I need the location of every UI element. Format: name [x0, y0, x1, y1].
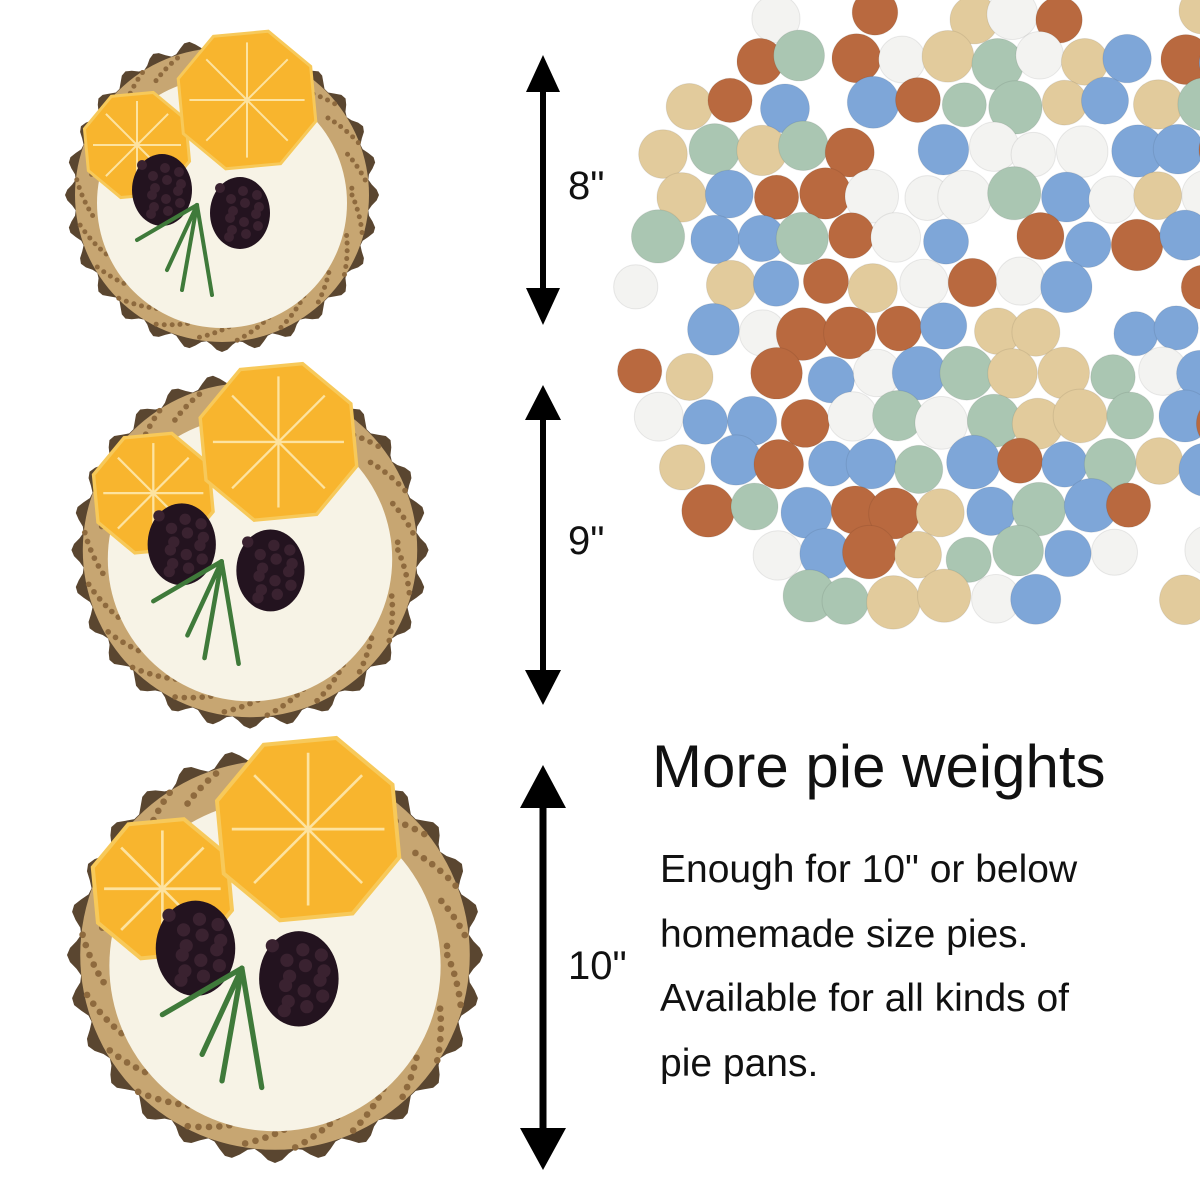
pie-weight-ball — [1160, 34, 1200, 85]
pie-weight-ball — [638, 129, 688, 179]
pie-weight-ball — [1133, 171, 1183, 221]
pie-weight-ball — [633, 391, 684, 442]
pie-weight-ball — [1040, 260, 1093, 314]
arrow-8-inch — [526, 55, 560, 325]
pie-weight-ball — [870, 212, 922, 263]
pie-weight-ball — [1056, 125, 1109, 178]
pie-weight-ball — [988, 80, 1043, 135]
pie-weight-ball — [1178, 0, 1200, 35]
pie-weight-ball — [802, 258, 849, 305]
pie-weight-ball — [923, 218, 970, 265]
arrow-10-inch — [520, 765, 566, 1170]
pie-weight-ball — [1016, 211, 1065, 261]
pie-weight-ball — [894, 530, 942, 579]
tart-9-inch — [71, 361, 429, 729]
pie-weight-ball — [1106, 391, 1155, 440]
pie-weight-ball — [1011, 307, 1061, 357]
pie-weight-ball — [1159, 209, 1200, 261]
pie-weight-ball — [895, 77, 941, 123]
pie-weight-ball — [1195, 409, 1200, 438]
pie-weight-ball — [917, 568, 972, 623]
pie-weight-ball — [1153, 305, 1199, 351]
pie-weight-ball — [894, 444, 944, 494]
pie-weight-ball — [1181, 170, 1200, 220]
pie-weight-ball — [1064, 221, 1112, 268]
size-label-9: 9" — [568, 519, 605, 563]
pie-weight-ball — [847, 263, 898, 314]
pie-weight-ball — [753, 439, 804, 490]
pie-weight-ball — [945, 536, 992, 583]
pie-weight-ball — [1105, 482, 1152, 528]
pie-weight-ball — [665, 352, 714, 401]
pie-weight-ball — [613, 264, 659, 310]
pie-weight-ball — [775, 211, 829, 266]
arrow-9-inch — [525, 385, 561, 705]
pie-weight-ball — [824, 127, 875, 178]
pie-weight-ball — [753, 174, 800, 220]
pie-weight-ball — [1090, 354, 1136, 400]
pie-weight-ball — [992, 524, 1044, 577]
tart-8-inch — [65, 29, 379, 352]
pie-weight-ball — [987, 166, 1042, 221]
pie-weight-ball — [1177, 77, 1200, 131]
pie-weight-ball — [752, 260, 800, 307]
pie-weight-ball — [1178, 443, 1200, 497]
pie-weight-ball — [617, 348, 663, 394]
pie-weight-ball — [941, 82, 987, 128]
pie-weight-ball — [630, 209, 686, 264]
pie-weight-ball — [1080, 76, 1130, 125]
pie-weight-ball — [1091, 528, 1138, 576]
pie-weight-ball — [750, 346, 803, 400]
pie-weight-ball — [851, 0, 899, 36]
description: Enough for 10" or below homemade size pi… — [660, 838, 1077, 1096]
pie-weight-ball — [844, 169, 899, 224]
pie-weight-ball — [1184, 526, 1200, 574]
description-line: pie pans. — [660, 1041, 819, 1085]
pie-weight-ball — [658, 444, 706, 491]
tart-10-inch — [66, 735, 484, 1164]
pie-weight-ball — [823, 306, 877, 360]
pie-weight-ball — [1180, 264, 1200, 310]
pie-weight-ball — [751, 0, 801, 44]
description-line: Available for all kinds of — [660, 977, 1070, 1020]
pie-weight-ball — [707, 77, 753, 123]
size-label-10: 10" — [568, 944, 627, 988]
pie-weight-ball — [987, 348, 1038, 399]
pie-weight-ball — [1159, 574, 1200, 626]
pie-weight-ball — [773, 29, 825, 82]
pie-weight-ball — [917, 123, 970, 176]
pie-weight-ball — [915, 488, 965, 538]
pie-weight-ball — [1010, 573, 1062, 625]
pie-weight-ball — [1158, 389, 1200, 443]
description-line: Enough for 10" or below — [660, 848, 1078, 891]
heading: More pie weights — [652, 733, 1106, 800]
pie-weight-ball — [1152, 123, 1200, 175]
pie-weight-ball — [919, 302, 968, 350]
description-line: homemade size pies. — [660, 912, 1029, 956]
pie-weight-ball — [1102, 33, 1152, 84]
pie-weight-ball — [1044, 529, 1092, 578]
pie-weight-ball — [687, 302, 740, 356]
pie-weight-ball — [704, 169, 754, 219]
size-label-8: 8" — [568, 164, 605, 208]
pie-weight-ball — [730, 482, 779, 531]
